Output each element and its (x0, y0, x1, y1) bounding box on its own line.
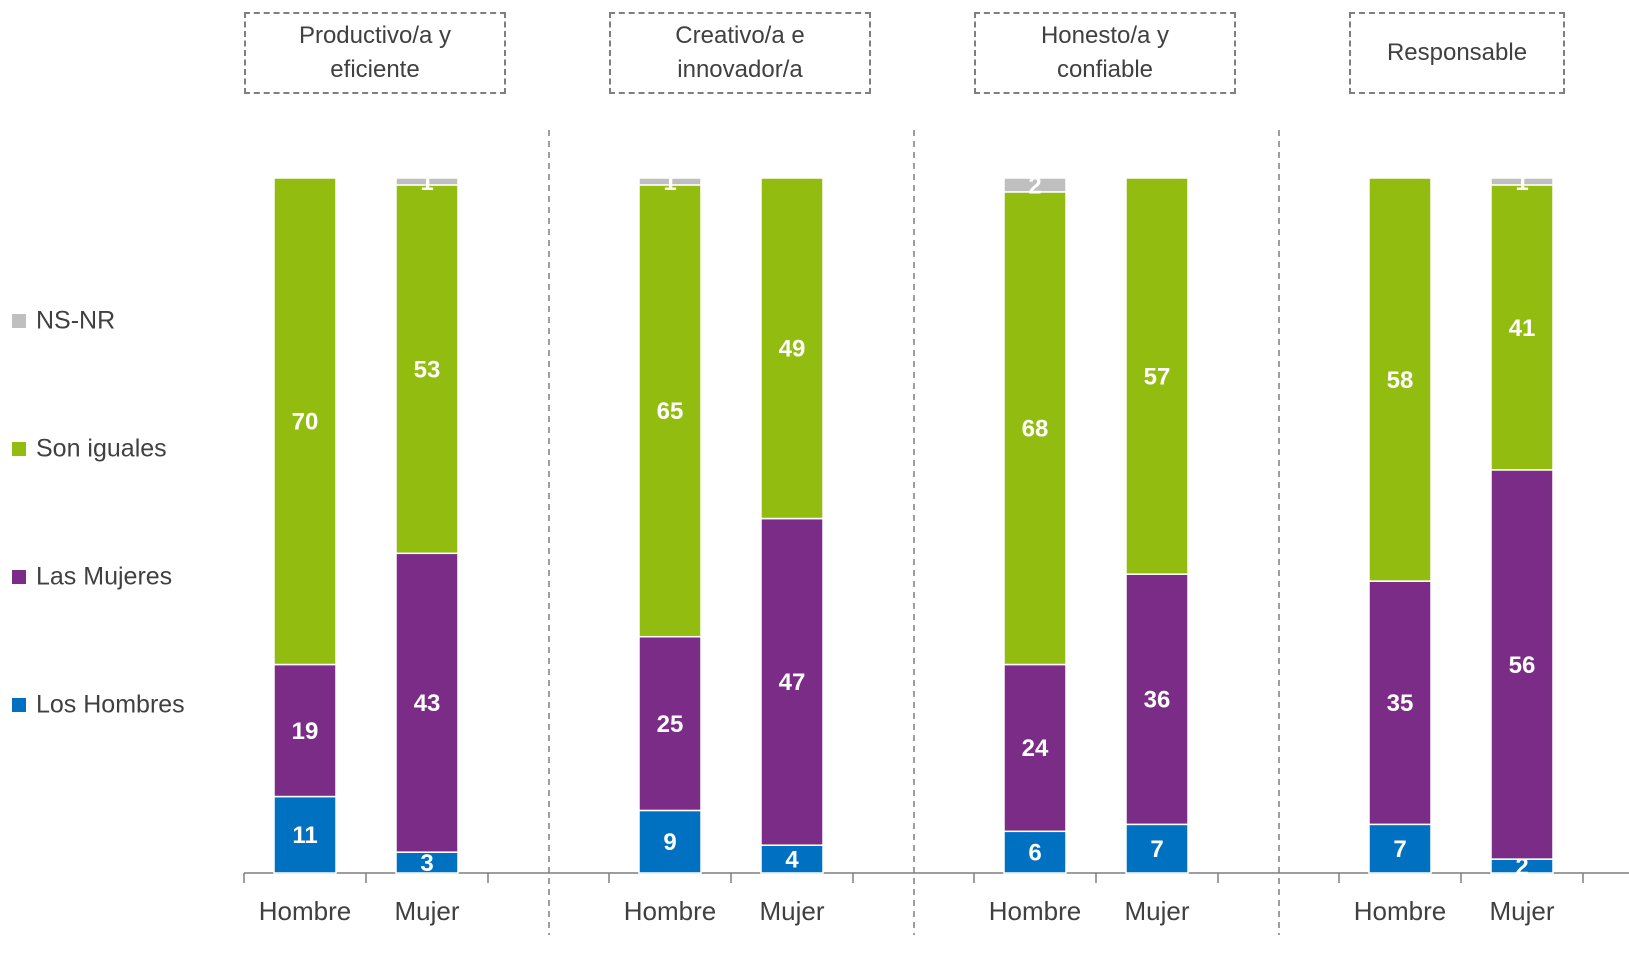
legend-swatch (12, 570, 26, 584)
bar-segment (1368, 177, 1432, 582)
legend-label: Son iguales (36, 435, 167, 463)
data-label: 41 (1509, 315, 1536, 342)
bar-segment (1125, 177, 1189, 575)
bar-segment (1368, 580, 1432, 826)
data-label: 1 (663, 169, 676, 196)
x-tick-label: Mujer (759, 896, 824, 926)
data-label: 70 (292, 409, 319, 436)
bar-segment (760, 844, 824, 874)
data-label: 24 (1022, 735, 1049, 762)
data-label: 19 (292, 718, 319, 745)
bar-segment (760, 517, 824, 846)
group-title: Honesto/a y confiable (974, 12, 1236, 94)
bar-segment (273, 795, 337, 874)
x-tick-label: Mujer (394, 896, 459, 926)
x-tick-label: Mujer (1124, 896, 1189, 926)
data-label: 7 (1150, 836, 1163, 863)
data-label: 25 (657, 711, 684, 738)
bar-segment (395, 552, 459, 853)
x-tick-label: Mujer (1489, 896, 1554, 926)
bar-segment (1490, 184, 1554, 471)
data-label: 2 (1515, 853, 1528, 880)
data-label: 1 (1515, 169, 1528, 196)
bar-segment (1003, 177, 1067, 193)
data-label: 43 (414, 690, 441, 717)
data-label: 7 (1393, 836, 1406, 863)
group-title-text: Responsable (1386, 39, 1528, 66)
bar-segment (395, 184, 459, 555)
group-title-text: Creativo/a e innovador/a (675, 22, 805, 83)
data-label: 65 (657, 398, 684, 425)
data-label: 9 (663, 829, 676, 856)
legend-swatch (12, 698, 26, 712)
bar-segment (760, 177, 824, 520)
bar-segment (638, 177, 702, 186)
data-label: 35 (1387, 690, 1414, 717)
group-title: Responsable (1349, 12, 1565, 94)
legend-label: Los Hombres (36, 691, 185, 719)
group-title-text: Honesto/a y confiable (1040, 22, 1170, 83)
data-label: 1 (420, 169, 433, 196)
x-tick-label: Hombre (624, 896, 716, 926)
bar-segment (1003, 830, 1067, 874)
bar-segment (273, 663, 337, 798)
data-label: 6 (1028, 839, 1041, 866)
data-label: 53 (414, 356, 441, 383)
x-tick-label: Hombre (259, 896, 351, 926)
data-label: 47 (779, 669, 806, 696)
group-title: Productivo/a y eficiente (244, 12, 506, 94)
bar-segment (1003, 191, 1067, 666)
legend-label: Las Mujeres (36, 563, 172, 591)
data-label: 36 (1144, 687, 1171, 714)
bar-segment (1490, 469, 1554, 860)
bar-segment (1490, 177, 1554, 186)
data-label: 11 (292, 822, 317, 849)
bar-segment (638, 184, 702, 638)
group-title: Creativo/a e innovador/a (609, 12, 871, 94)
x-tick-label: Hombre (989, 896, 1081, 926)
legend-swatch (12, 442, 26, 456)
legend-label: NS-NR (36, 307, 115, 335)
bar-segment (1125, 573, 1189, 826)
data-label: 56 (1509, 652, 1536, 679)
data-label: 2 (1028, 172, 1041, 199)
data-label: 58 (1387, 367, 1414, 394)
bar-segment (1368, 823, 1432, 874)
x-tick-label: Hombre (1354, 896, 1446, 926)
data-label: 3 (420, 850, 433, 877)
data-label: 4 (785, 846, 799, 873)
data-label: 49 (779, 336, 806, 363)
bar-segment (395, 177, 459, 186)
bar-segment (638, 809, 702, 874)
legend-swatch (12, 314, 26, 328)
bar-segment (1125, 823, 1189, 874)
data-label: 68 (1022, 416, 1049, 443)
bar-segment (1003, 663, 1067, 833)
data-label: 57 (1144, 363, 1171, 390)
group-title-text: Productivo/a y eficiente (298, 22, 452, 83)
bar-segment (638, 635, 702, 812)
bar-segment (273, 177, 337, 666)
